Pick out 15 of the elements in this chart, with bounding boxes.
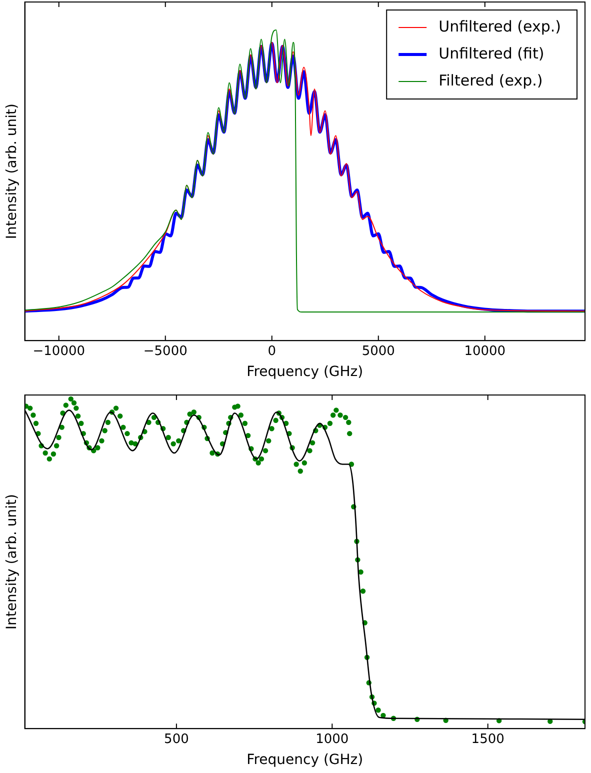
x-tick-label: −5000 — [143, 344, 188, 359]
x-axis-title: Frequency (GHz) — [246, 752, 364, 768]
x-axis-title: Frequency (GHz) — [246, 364, 364, 380]
legend-label: Filtered (exp.) — [438, 71, 543, 90]
x-tick-label: 0 — [268, 344, 276, 359]
legend-label: Unfiltered (exp.) — [438, 17, 562, 36]
y-axis-title: Intensity (arb. unit) — [4, 104, 20, 240]
x-tick-label: 1000 — [316, 732, 349, 747]
x-tick-label: 10000 — [464, 344, 506, 359]
y-axis-title: Intensity (arb. unit) — [4, 494, 20, 630]
x-tick-label: −10000 — [32, 344, 86, 359]
legend-label: Unfiltered (fit) — [438, 44, 544, 62]
x-tick-label: 5000 — [362, 344, 395, 359]
x-tick-label: 1500 — [471, 732, 504, 747]
x-tick-label: 500 — [164, 732, 189, 747]
